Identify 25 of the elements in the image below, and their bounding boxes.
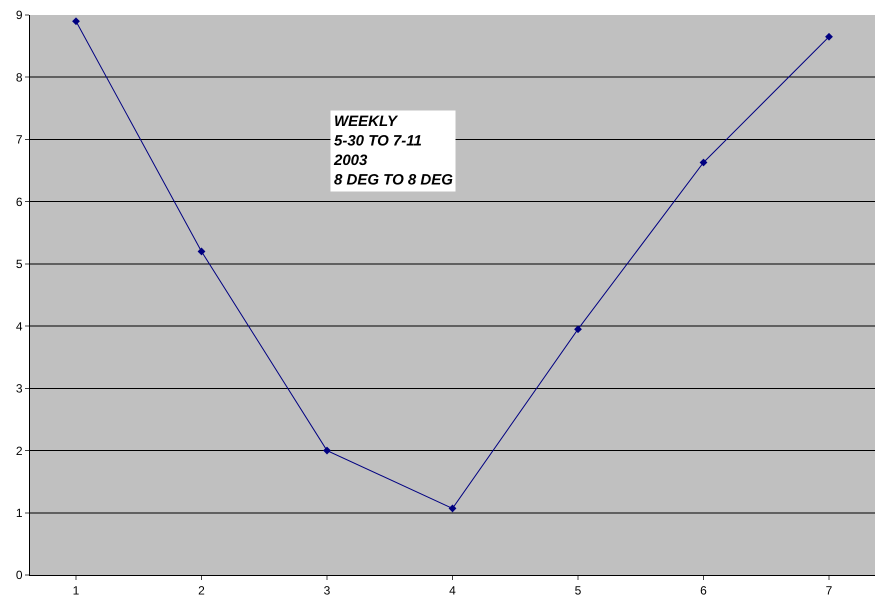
y-tick-label: 4 [16,319,23,334]
y-tick-label: 0 [16,568,23,582]
x-tick-label: 6 [700,583,708,598]
y-tick-label: 5 [16,257,23,272]
y-tick-label: 2 [16,444,23,458]
y-tick-label: 8 [16,70,23,84]
y-tick-label: 7 [16,132,23,147]
point [825,32,833,41]
x-tick-label: 7 [826,583,833,598]
y-tick-label: 6 [16,194,23,209]
point [700,158,708,166]
point [448,504,456,512]
y-tick-label: 1 [16,506,23,520]
point [574,325,582,334]
x-tick-label: 4 [449,583,456,598]
x-tick-label: 3 [324,583,331,598]
x-tick-label: 2 [198,583,206,598]
x-tick-label: 5 [574,583,582,598]
y-tick-label: 3 [16,382,23,396]
annotation: WEEKLY 5-30 TO 7-11 2003 8 DEG TO 8 DEG [333,113,454,188]
y-tick-label: 9 [16,8,23,22]
point [72,17,80,26]
x-tick-label: 1 [72,583,80,598]
point [323,446,331,454]
point [198,248,206,256]
